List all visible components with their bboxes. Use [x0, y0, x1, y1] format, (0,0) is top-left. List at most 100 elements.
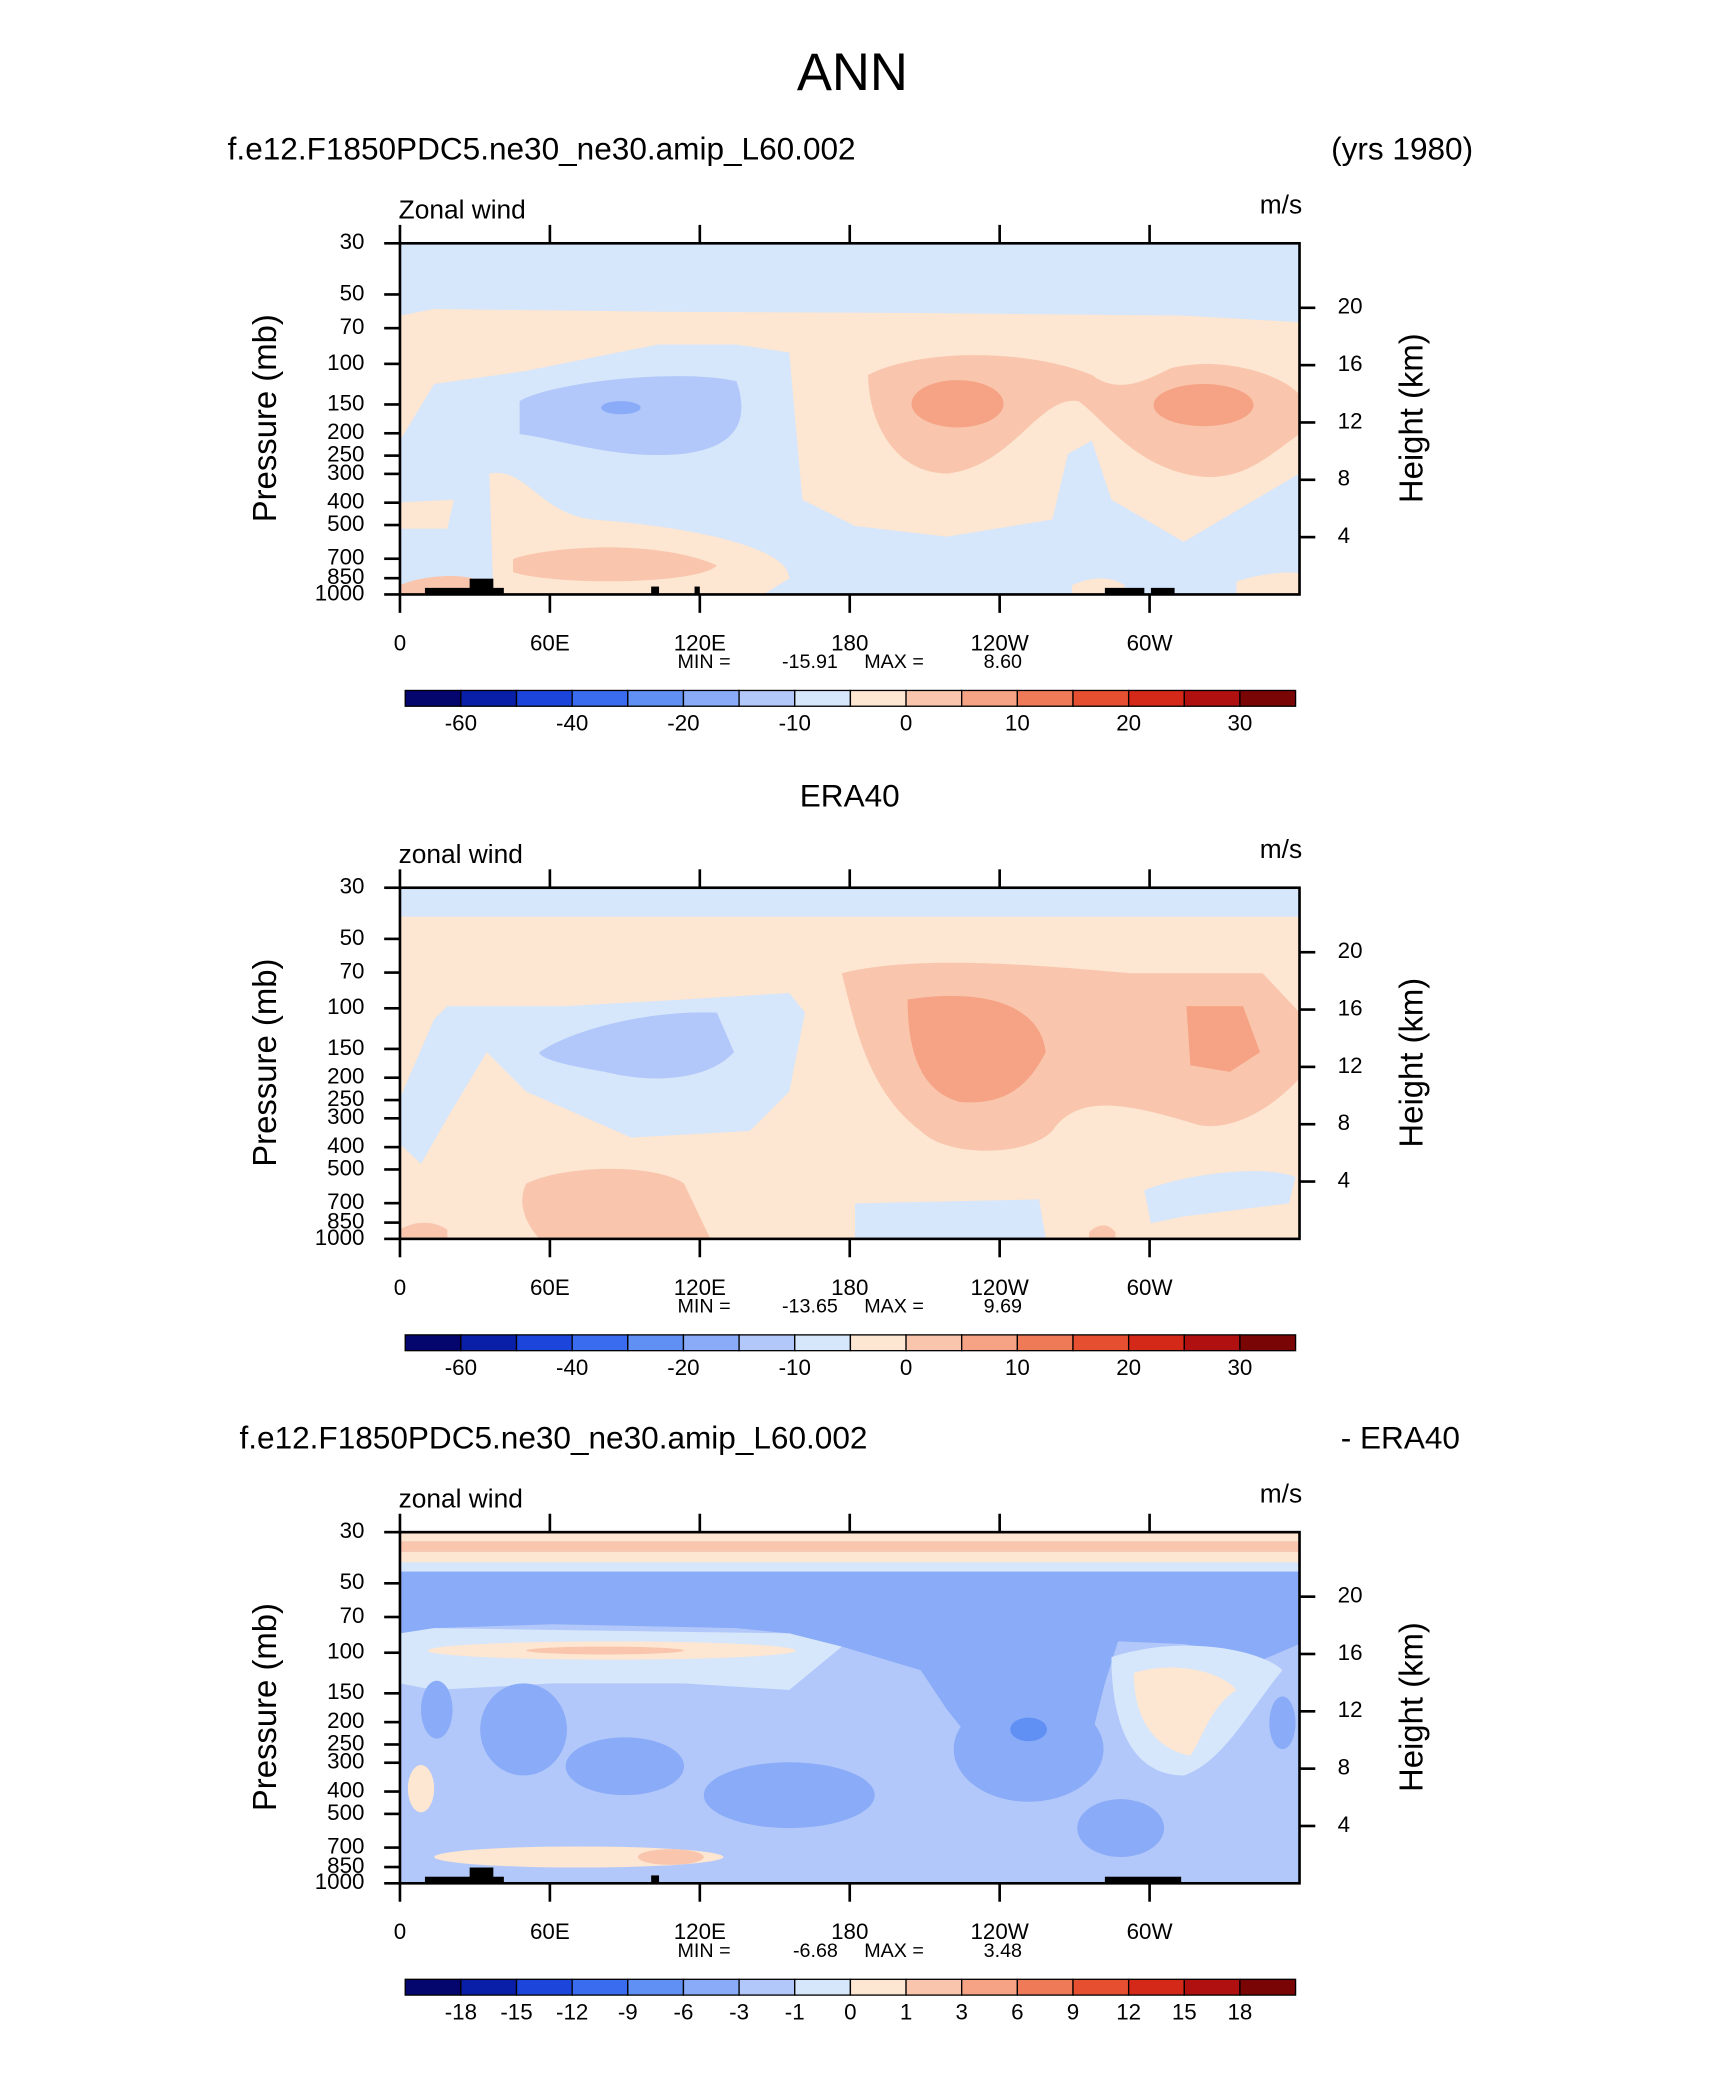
y-tick-label: 400 — [327, 489, 364, 514]
y2-tick-label: 8 — [1338, 466, 1350, 491]
colorbar-label: -3 — [729, 1999, 749, 2024]
y-tick-label: 150 — [327, 1679, 364, 1704]
colorbar-box — [1016, 689, 1074, 707]
y-tick-label: 300 — [327, 460, 364, 485]
colorbar-label: -15 — [500, 1999, 532, 2024]
y-tick-label: 70 — [340, 1603, 365, 1628]
panel-title-right: - ERA40 — [1341, 1419, 1460, 1455]
colorbar-label: 20 — [1116, 1355, 1141, 1380]
y-tick-label: 100 — [327, 350, 364, 375]
y2-axis-label: Height (km) — [1393, 978, 1430, 1148]
y-tick-label: 50 — [340, 925, 365, 950]
y-tick-label: 50 — [340, 1569, 365, 1594]
y2-tick-label: 16 — [1338, 1640, 1363, 1665]
colorbar-box — [738, 1978, 796, 1996]
colorbar-box — [571, 1978, 629, 1996]
y-axis-label: Pressure (mb) — [246, 314, 283, 522]
colorbar-label: 30 — [1227, 711, 1252, 736]
min-label: MIN = — [677, 1295, 730, 1317]
contour-fill — [522, 1168, 711, 1239]
contour-fill — [1077, 1799, 1165, 1857]
colorbar-label: -6 — [674, 1999, 694, 2024]
x-tick-label: 60E — [530, 1275, 570, 1300]
y-tick-label: 30 — [340, 1518, 365, 1543]
x-tick-label: 0 — [394, 630, 406, 655]
x-tick-label: 180 — [831, 630, 868, 655]
contour-fill — [911, 380, 1004, 428]
y-axis-label: Pressure (mb) — [246, 959, 283, 1167]
colorbar-box — [738, 689, 796, 707]
colorbar-box — [682, 689, 740, 707]
colorbar-box — [404, 689, 462, 707]
colorbar-box — [515, 1334, 573, 1352]
x-tick-label: 120E — [674, 1275, 726, 1300]
units: m/s — [1260, 1478, 1302, 1508]
colorbar-box — [794, 1334, 852, 1352]
units: m/s — [1260, 189, 1302, 219]
max-label: MAX = — [864, 651, 924, 673]
contour-fill — [565, 1737, 685, 1796]
colorbar-box — [460, 1334, 518, 1352]
y-tick-label: 850 — [327, 1209, 364, 1234]
contour-fill — [399, 1551, 1300, 1563]
colorbar-box — [1016, 1334, 1074, 1352]
colorbar-label: 9 — [1067, 1999, 1079, 2024]
max-value: 8.60 — [984, 651, 1022, 673]
contour-fill — [469, 1867, 494, 1884]
colorbar-box — [849, 1978, 907, 1996]
x-tick-label: 60W — [1127, 1275, 1174, 1300]
colorbar-label: -10 — [779, 1355, 811, 1380]
max-label: MAX = — [864, 1295, 924, 1317]
y2-tick-label: 16 — [1338, 995, 1363, 1020]
contour-fill — [539, 1012, 735, 1079]
colorbar-label: -9 — [618, 1999, 638, 2024]
x-tick-label: 60E — [530, 630, 570, 655]
colorbar-box — [961, 1978, 1018, 1996]
contour-fill — [513, 547, 717, 582]
x-tick-label: 0 — [394, 1275, 406, 1300]
colorbar-label: -12 — [556, 1999, 588, 2024]
colorbar-label: 30 — [1227, 1355, 1252, 1380]
colorbar-label: -40 — [556, 711, 588, 736]
contour-fill — [399, 1532, 1300, 1884]
subtitle: zonal wind — [399, 1484, 523, 1514]
y2-axis-label: Height (km) — [1393, 1622, 1430, 1792]
colorbar-label: 1 — [900, 1999, 912, 2024]
contour-fill — [424, 1876, 504, 1884]
min-value: -6.68 — [793, 1940, 838, 1962]
x-tick-label: 60E — [530, 1919, 570, 1944]
contour-fill — [526, 1646, 685, 1655]
colorbar-box — [905, 689, 963, 707]
colorbar-label: 0 — [900, 1355, 912, 1380]
contour-fill — [953, 1696, 1104, 1802]
contour-fill — [907, 995, 1046, 1103]
colorbar-box — [849, 689, 907, 707]
colorbar-box — [1127, 1978, 1185, 1996]
contour-fill — [399, 1222, 448, 1239]
contour-fill — [601, 401, 641, 415]
colorbar-box — [1239, 689, 1297, 707]
y2-tick-label: 12 — [1338, 408, 1363, 433]
x-tick-label: 120E — [674, 1919, 726, 1944]
colorbar-label: 18 — [1227, 1999, 1252, 2024]
colorbar-box — [682, 1978, 740, 1996]
contour-fill — [1104, 1876, 1182, 1884]
colorbar-label: 10 — [1005, 711, 1030, 736]
contour-fill — [703, 1762, 875, 1829]
x-tick-label: 180 — [831, 1919, 868, 1944]
colorbar-box — [627, 1978, 685, 1996]
colorbar-label: -60 — [445, 711, 477, 736]
y2-tick-label: 8 — [1338, 1110, 1350, 1135]
y2-tick-label: 20 — [1338, 938, 1363, 963]
y-tick-label: 250 — [327, 1086, 364, 1111]
contour-fill — [399, 887, 1300, 1239]
x-tick-label: 60W — [1127, 1919, 1174, 1944]
min-value: -13.65 — [782, 1295, 838, 1317]
colorbar-box — [571, 1334, 629, 1352]
x-tick-label: 0 — [394, 1919, 406, 1944]
colorbar-label: 0 — [900, 711, 912, 736]
y2-tick-label: 12 — [1338, 1697, 1363, 1722]
y-tick-label: 700 — [327, 1833, 364, 1858]
colorbar-label: -10 — [779, 711, 811, 736]
colorbar-box — [404, 1978, 462, 1996]
